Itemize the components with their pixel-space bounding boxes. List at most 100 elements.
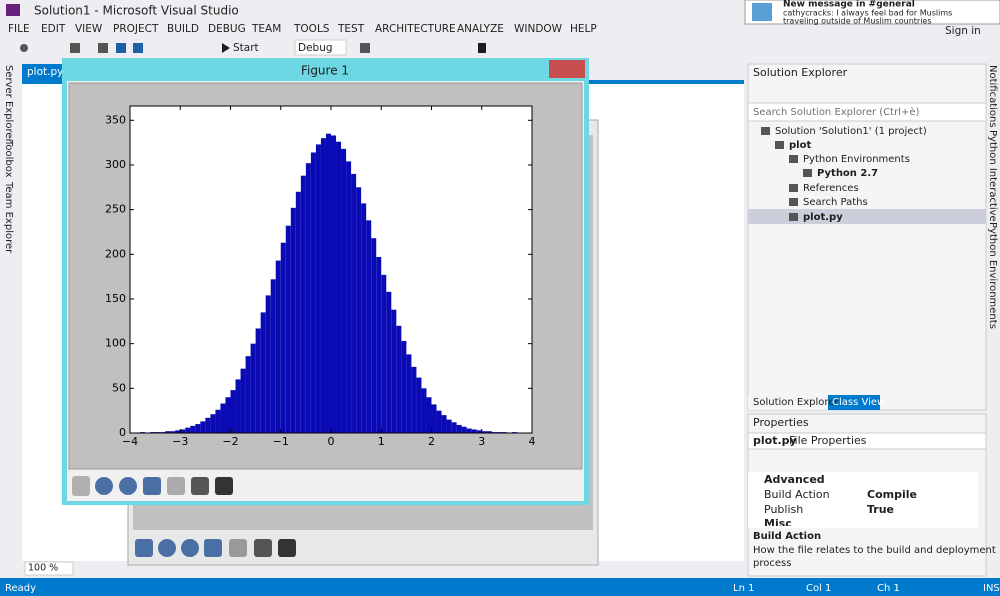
menu-item[interactable]: TOOLS xyxy=(293,23,330,35)
bar xyxy=(175,430,181,433)
tool-button[interactable] xyxy=(143,477,161,495)
notification-text: cathycracks: I always feel bad for Musli… xyxy=(783,9,952,18)
bar xyxy=(446,419,452,433)
clip: Misc xyxy=(764,518,792,526)
bar xyxy=(426,397,432,433)
tree-item[interactable]: plot.py xyxy=(803,212,843,223)
menu-item[interactable]: EDIT xyxy=(41,23,66,35)
bar xyxy=(416,377,422,433)
side-tab[interactable]: Team Explorer xyxy=(3,181,14,254)
status-text: Ch 1 xyxy=(877,583,900,594)
side-tab[interactable]: Python Interactive xyxy=(987,130,998,222)
config-dropdown[interactable] xyxy=(294,39,347,56)
menu-item[interactable]: TEAM xyxy=(251,23,281,35)
menu-item[interactable]: TEST xyxy=(337,23,365,35)
zoom-dropdown[interactable] xyxy=(24,561,74,576)
tool-button[interactable] xyxy=(119,477,137,495)
toolbar xyxy=(0,38,745,58)
left-tab-strip xyxy=(0,60,22,578)
tool-button[interactable] xyxy=(158,539,176,557)
tree-item[interactable]: Solution 'Solution1' (1 project) xyxy=(775,126,927,137)
property-value[interactable]: True xyxy=(867,503,894,516)
tab[interactable] xyxy=(828,395,880,410)
x-tick-label: 0 xyxy=(328,435,335,448)
bar xyxy=(376,256,382,433)
tree-item[interactable]: References xyxy=(803,183,859,194)
status-text: INS xyxy=(983,583,1000,594)
property-value[interactable]: Compile xyxy=(867,488,917,501)
side-tab[interactable]: Python Environments xyxy=(987,222,998,329)
bar xyxy=(275,260,281,433)
menu-item[interactable]: DEBUG xyxy=(208,23,246,35)
icon[interactable] xyxy=(116,43,126,53)
icon[interactable] xyxy=(360,43,370,53)
tool-button[interactable] xyxy=(72,476,90,496)
editor-tab[interactable] xyxy=(22,64,62,80)
menu-item[interactable]: VIEW xyxy=(75,23,103,35)
bar xyxy=(325,133,331,433)
notification[interactable] xyxy=(744,0,1000,25)
menu-item[interactable]: ARCHITECTURE xyxy=(375,23,456,35)
sign-in[interactable]: Sign in xyxy=(945,25,981,37)
close-button[interactable] xyxy=(549,60,585,78)
search-placeholder: Search Solution Explorer (Ctrl+è) xyxy=(753,106,919,118)
tool-button[interactable] xyxy=(95,477,113,495)
tree-item[interactable]: Python Environments xyxy=(803,154,910,165)
tool-button[interactable] xyxy=(254,539,272,557)
tree-item[interactable]: Search Paths xyxy=(803,197,868,208)
icon[interactable] xyxy=(478,43,486,53)
menu-item[interactable]: HELP xyxy=(570,23,597,35)
status-bar xyxy=(0,578,1000,596)
start-button[interactable]: Start xyxy=(233,42,259,54)
property-name: Build Action xyxy=(764,488,830,501)
menu-item[interactable]: ANALYZE xyxy=(457,23,504,35)
bar xyxy=(200,421,206,433)
bar xyxy=(401,340,407,433)
tool-button[interactable] xyxy=(167,477,185,495)
icon[interactable] xyxy=(98,43,108,53)
tab[interactable] xyxy=(748,395,828,410)
y-tick-label: 200 xyxy=(105,247,126,260)
bar xyxy=(230,390,236,433)
solution-explorer xyxy=(747,63,987,411)
menu-item[interactable]: WINDOW xyxy=(514,23,563,35)
side-tab[interactable]: Notifications xyxy=(987,65,998,128)
side-tab[interactable]: Toolbox xyxy=(3,139,14,178)
tool-button[interactable] xyxy=(204,539,222,557)
bar xyxy=(471,429,477,433)
bar xyxy=(170,431,176,433)
search-box[interactable] xyxy=(747,102,987,122)
icon[interactable] xyxy=(70,43,80,53)
tool-button[interactable] xyxy=(229,539,247,557)
menu-item[interactable]: PROJECT xyxy=(113,23,159,35)
tree-item[interactable]: plot xyxy=(789,140,811,151)
menu-bar: FILE EDIT VIEW PROJECT BUILD DEBUG TEAM TOOLS TE… xyxy=(8,23,597,35)
bar xyxy=(260,312,266,433)
tab-label: Class View xyxy=(832,397,885,408)
icon[interactable] xyxy=(133,43,143,53)
y-tick-label: 50 xyxy=(112,381,126,394)
tree-item[interactable]: Python 2.7 xyxy=(817,168,878,179)
start-icon[interactable] xyxy=(222,43,230,53)
tool-button[interactable] xyxy=(191,477,209,495)
tool-button[interactable] xyxy=(278,539,296,557)
bar xyxy=(320,138,326,433)
config-value: Debug xyxy=(298,42,333,54)
status-text: Col 1 xyxy=(806,583,831,594)
side-tab[interactable]: Server Explorer xyxy=(3,65,14,143)
menu-item[interactable]: FILE xyxy=(8,23,30,35)
tool-button[interactable] xyxy=(215,477,233,495)
y-tick-label: 300 xyxy=(105,158,126,171)
figure-title: Figure 1 xyxy=(301,64,349,78)
tool-button[interactable] xyxy=(135,539,153,557)
bar xyxy=(315,144,321,433)
status-text: Ready xyxy=(5,583,36,594)
bar xyxy=(235,379,241,433)
object-dropdown[interactable] xyxy=(747,432,987,450)
tool-button[interactable] xyxy=(181,539,199,557)
icon[interactable] xyxy=(20,44,28,52)
bar xyxy=(351,173,357,433)
menu-item[interactable]: BUILD xyxy=(167,23,199,35)
